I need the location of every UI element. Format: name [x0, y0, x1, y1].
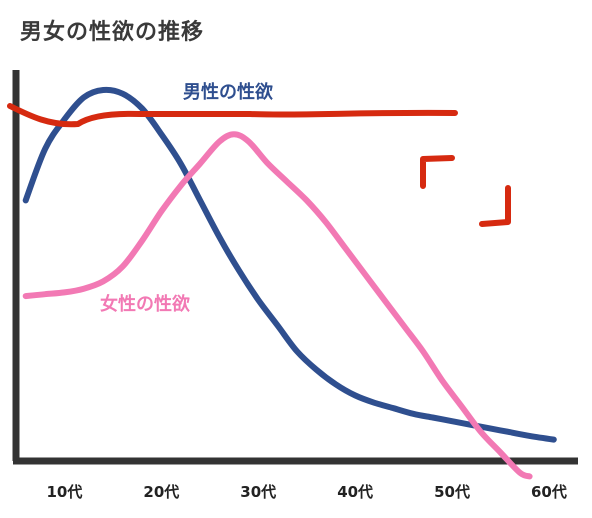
- x-tick-label: 50代: [434, 483, 470, 501]
- annotation-bracket-open: [420, 155, 455, 189]
- series-label-female: 女性の性欲: [100, 293, 190, 315]
- x-tick-label: 40代: [337, 483, 373, 501]
- series-label-male: 男性の性欲: [183, 81, 273, 103]
- series-line-female: [22, 131, 533, 480]
- annotation-bracket-close: [479, 185, 511, 227]
- series-line-male: [22, 86, 557, 443]
- x-tick-label: 30代: [240, 483, 276, 501]
- x-tick-label: 60代: [531, 483, 567, 501]
- x-tick-label: 20代: [143, 483, 179, 501]
- chart-title: 男女の性欲の推移: [20, 20, 205, 45]
- annotation-line: [7, 103, 458, 128]
- x-tick-label: 10代: [47, 483, 83, 501]
